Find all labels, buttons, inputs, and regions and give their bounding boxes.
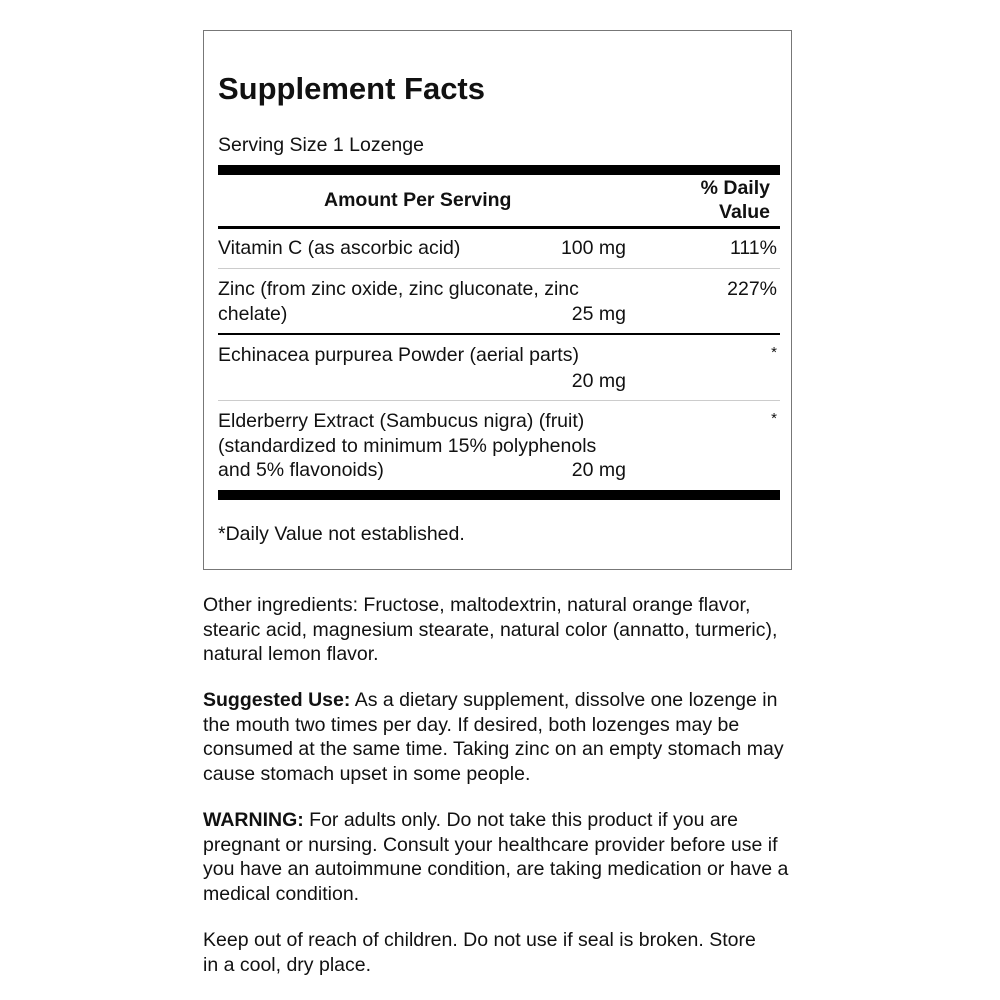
row-amount: 100 mg — [560, 237, 626, 259]
warning: WARNING: For adults only. Do not take th… — [203, 808, 803, 906]
panel-title: Supplement Facts — [218, 71, 485, 106]
suggested-use-label: Suggested Use: — [203, 689, 351, 711]
section-divider — [218, 333, 780, 335]
footnote: *Daily Value not established. — [218, 523, 465, 545]
row-divider — [218, 400, 780, 401]
daily-value-header-2: Value — [719, 201, 770, 223]
row-name: and 5% flavonoids) — [218, 459, 384, 481]
storage-note: Keep out of reach of children. Do not us… — [203, 929, 756, 976]
row-divider — [218, 268, 780, 269]
row-amount: 20 mg — [571, 459, 626, 481]
row-name: (standardized to minimum 15% polyphenols — [218, 435, 597, 457]
row-name: chelate) — [218, 303, 288, 325]
serving-size: Serving Size 1 Lozenge — [218, 134, 424, 156]
row-amount: 25 mg — [571, 303, 626, 325]
row-dv: 227% — [727, 278, 777, 300]
suggested-use: Suggested Use: As a dietary supplement, … — [203, 688, 803, 786]
row-name: Elderberry Extract (Sambucus nigra) (fru… — [218, 410, 585, 432]
other-ingredients: Other ingredients: Fructose, maltodextri… — [203, 594, 778, 666]
row-dv: * — [771, 344, 777, 361]
row-amount: 20 mg — [571, 370, 626, 392]
warning-label: WARNING: — [203, 809, 304, 831]
row-name: Vitamin C (as ascorbic acid) — [218, 237, 461, 259]
daily-value-header-1: % Daily — [700, 177, 770, 199]
suggested-use-text: As a dietary supplement, dissolve one lo… — [203, 689, 784, 785]
row-dv: * — [771, 410, 777, 427]
thick-divider — [218, 165, 780, 175]
warning-text: For adults only. Do not take this produc… — [203, 809, 789, 905]
amount-per-serving-header: Amount Per Serving — [324, 189, 512, 211]
row-name: Zinc (from zinc oxide, zinc gluconate, z… — [218, 278, 579, 300]
thick-divider — [218, 490, 780, 500]
header-divider — [218, 226, 780, 229]
supplement-facts-panel: Supplement Facts Serving Size 1 Lozenge … — [203, 30, 792, 570]
row-dv: 111% — [730, 237, 777, 259]
row-name: Echinacea purpurea Powder (aerial parts) — [218, 344, 579, 366]
